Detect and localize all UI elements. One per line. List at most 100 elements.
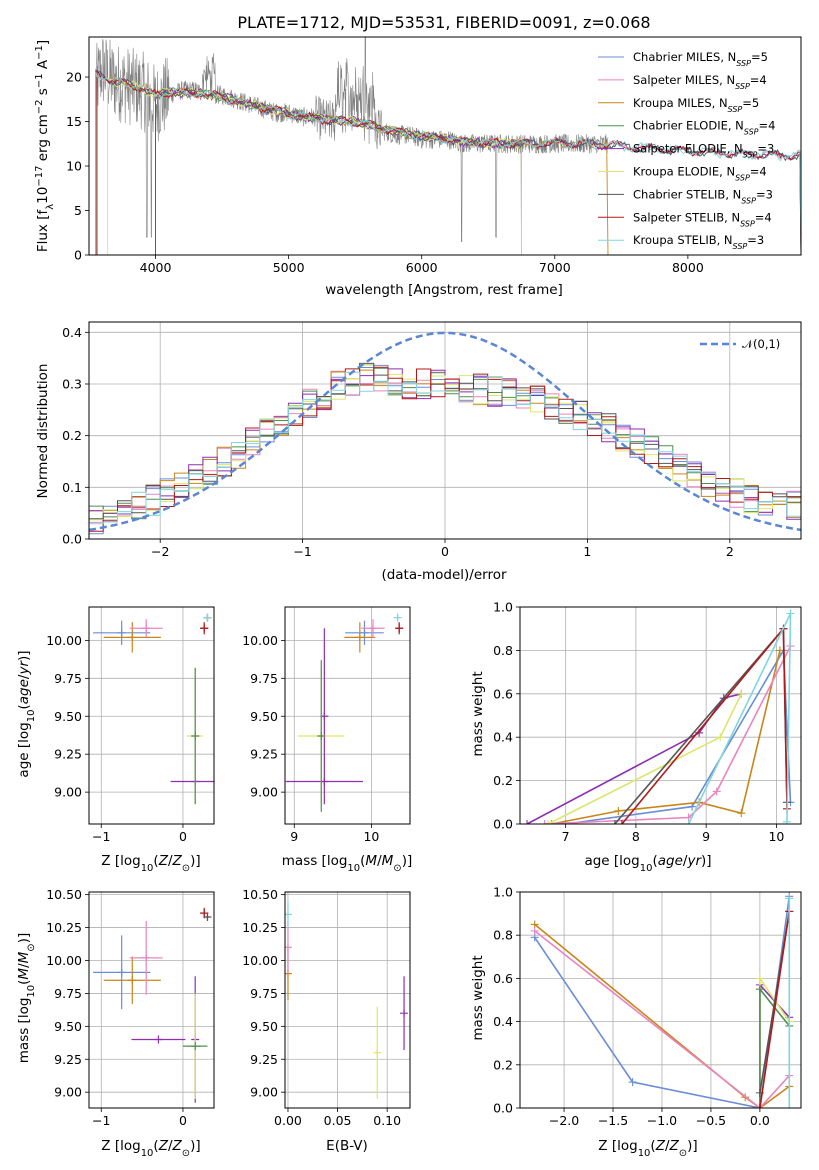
y-tick-label: 9.25 [54,1052,82,1067]
weight-point-marker [755,985,764,994]
y-tick-label: 0.0 [62,532,82,547]
legend-entry: Kroupa ELODIE, NSSP=4 [633,165,767,183]
residuals-xlabel: (data-model)/error [381,567,507,583]
weight-point-marker [786,609,795,618]
data-point-marker [142,624,151,633]
y-tick-label: 0.6 [493,971,513,986]
data-point-marker [191,731,200,740]
weight-series-line [544,645,792,824]
y-tick-label: 0.0 [493,1101,513,1116]
legend-entry: Chabrier MILES, NSSP=5 [633,50,768,68]
weight-point-marker [628,1078,637,1087]
x-tick-label: 0.00 [274,1113,302,1128]
spectrum-legend: Chabrier MILES, NSSP=5 Salpeter MILES, NS… [598,50,775,251]
weights-vs-metallicity-panel: Z [log10(Z/Z⊙)] mass weight −2.0 −1.5 −1.0… [470,885,802,1159]
axes-frame [519,606,802,825]
weight-series-line [759,911,791,1108]
legend-entry: Chabrier ELODIE, NSSP=4 [633,119,775,137]
weights-vs-metallicity-ylabel: mass weight [470,955,486,1040]
y-tick-label: 9.25 [250,1052,278,1067]
plot-area [93,907,212,1103]
weight-point-marker [544,820,553,824]
data-point-marker [368,624,377,633]
x-tick-label: 0 [179,1113,187,1128]
weight-point-marker [782,817,791,824]
spectrum-xlabel: wavelength [Angstrom, rest frame] [325,282,563,298]
mass-vs-metallicity-panel: Z [log10(Z/Z⊙)] mass [log10(M/M⊙)] −1 0 9.… [16,887,215,1159]
axes-frame [519,891,802,1109]
model-fit-line [96,70,801,255]
weight-point-marker [523,820,532,824]
y-tick-label: 9.75 [54,671,82,686]
mass-vs-extinction-xlabel: E(B-V) [326,1138,368,1154]
x-tick-label: −2 [151,544,169,559]
plot-area [523,609,795,824]
model-fit-line [107,77,522,255]
model-fit-line [155,87,522,255]
y-tick-label: 10.25 [46,920,82,935]
data-point-marker [117,968,126,977]
data-point-marker [203,913,212,922]
y-tick-label: 9.00 [250,785,278,800]
x-tick-label: 7000 [539,260,571,275]
age-vs-metallicity-panel: Z [log10(Z/Z⊙)] age [log10(age/yr)] −1 0 9… [16,606,215,874]
data-point-marker [203,613,212,622]
x-tick-label: 10 [768,829,784,844]
legend-entry: Salpeter STELIB, NSSP=4 [633,210,772,228]
legend-entry: Kroupa MILES, NSSP=5 [633,96,759,114]
weights-vs-age-xlabel: age [log10(age/yr)] [584,853,711,874]
y-tick-label: 0.2 [493,1057,513,1072]
x-tick-label: 0.10 [373,1113,401,1128]
weight-point-marker [775,646,784,655]
plot-area [285,613,404,812]
normal-reference-curve [89,331,801,532]
weight-series-line [534,930,790,1108]
data-point-marker [142,953,151,962]
x-tick-label: −1 [92,1113,110,1128]
y-tick-label: 0.4 [62,325,82,340]
y-tick-label: 10.25 [242,920,278,935]
data-point-marker [200,909,209,918]
x-tick-label: 0.0 [750,1113,770,1128]
axes-frame [88,891,215,1109]
y-tick-label: 0.1 [62,480,82,495]
data-point-marker [393,613,402,622]
weight-point-marker [737,689,746,698]
data-point-marker [355,633,364,642]
y-tick-label: 9.00 [54,785,82,800]
y-tick-label: 20 [66,70,82,85]
x-tick-label: −2.0 [549,1113,579,1128]
x-tick-label: 9 [290,829,298,844]
axes-frame [88,36,802,256]
axes-frame [88,606,215,825]
y-tick-label: 9.75 [250,671,278,686]
y-tick-label: 0.2 [493,773,513,788]
residuals-ylabel: Normed distribution [35,364,51,499]
age-vs-mass-panel: mass [log10(M/M⊙)] 9 10 9.00 9.25 9.50 9.75 10… [242,606,412,874]
legend-entry: 𝒩(0,1) [742,337,780,351]
plot-area [285,901,409,1099]
y-tick-label: 5 [74,203,82,218]
x-tick-label: 9 [702,829,710,844]
data-point-marker [154,1035,163,1044]
y-tick-label: 9.75 [54,986,82,1001]
weight-point-marker [617,820,626,824]
mass-vs-metallicity-xlabel: Z [log10(Z/Z⊙)] [101,1138,200,1159]
y-tick-label: 10.50 [242,887,278,902]
weight-point-marker [610,820,619,824]
y-tick-label: 9.50 [250,1019,278,1034]
x-tick-label: 8 [632,829,640,844]
y-tick-label: 10 [66,159,82,174]
x-tick-label: 10 [363,829,379,844]
model-fit-line [95,71,801,255]
x-tick-label: 1 [583,544,591,559]
weights-vs-age-panel: age [log10(age/yr)] mass weight 7 8 9 10 0.0… [470,600,802,874]
y-tick-label: 0.8 [493,643,513,658]
data-point-marker [128,976,137,985]
mass-vs-extinction-panel: E(B-V) 0.00 0.05 0.10 9.00 9.25 9.50 9.75 10.00… [242,887,411,1154]
x-tick-label: 0 [179,829,187,844]
weight-point-marker [614,806,623,815]
x-tick-label: 4000 [140,260,172,275]
y-tick-label: 9.50 [250,709,278,724]
y-tick-label: 10.00 [242,953,278,968]
